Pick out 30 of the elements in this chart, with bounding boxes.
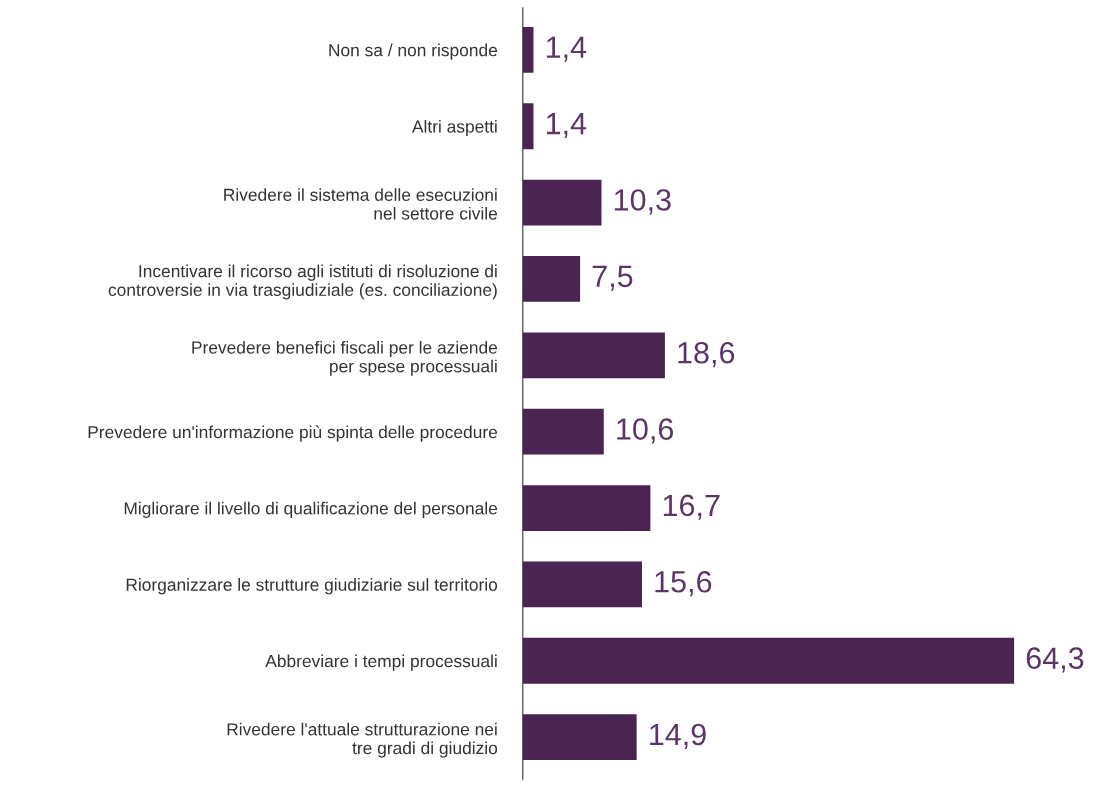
y-tick-label: Prevedere benefici fiscali per le aziende per spese processuali bbox=[192, 340, 498, 376]
data-label: 7,5 bbox=[592, 265, 633, 291]
bar bbox=[522, 26, 534, 73]
bar bbox=[522, 637, 1015, 684]
data-label: 10,3 bbox=[614, 189, 671, 215]
bar bbox=[522, 714, 637, 761]
data-label: 1,4 bbox=[546, 113, 587, 139]
y-tick-label: Abbreviare i tempi processuali bbox=[265, 654, 497, 671]
y-tick-label: Rivedere l'attuale strutturazione nei tre gradi di giudizio bbox=[227, 722, 498, 758]
bar bbox=[522, 256, 581, 302]
data-label: 16,7 bbox=[663, 494, 720, 520]
bar bbox=[522, 408, 604, 455]
data-label: 64,3 bbox=[1026, 647, 1084, 673]
bar bbox=[522, 103, 534, 150]
bar bbox=[522, 561, 642, 608]
data-label: 10,6 bbox=[617, 418, 674, 444]
data-label: 18,6 bbox=[678, 341, 735, 368]
data-label: 14,9 bbox=[650, 723, 706, 749]
data-label: 1,4 bbox=[546, 36, 587, 62]
bar bbox=[522, 179, 602, 226]
y-tick-label: Incentivare il ricorso agli istituti di risoluzione di controversie in via trasgiudiziale (es. conciliazione) bbox=[108, 264, 497, 300]
bar bbox=[522, 485, 651, 531]
y-tick-label: Rivedere il sistema delle esecuzioni nel settore civile bbox=[224, 188, 498, 220]
data-label: 15,6 bbox=[655, 570, 712, 597]
y-tick-label: Prevedere un'informazione più spinta delle procedure bbox=[88, 425, 498, 442]
y-tick-label: Riorganizzare le strutture giudiziarie sul territorio bbox=[126, 578, 498, 595]
y-tick-label: Non sa / non risponde bbox=[329, 43, 498, 60]
y-tick-label: Altri aspetti bbox=[411, 119, 497, 137]
bar bbox=[522, 332, 665, 379]
y-tick-label: Migliorare il livello di qualificazione del personale bbox=[124, 501, 498, 518]
